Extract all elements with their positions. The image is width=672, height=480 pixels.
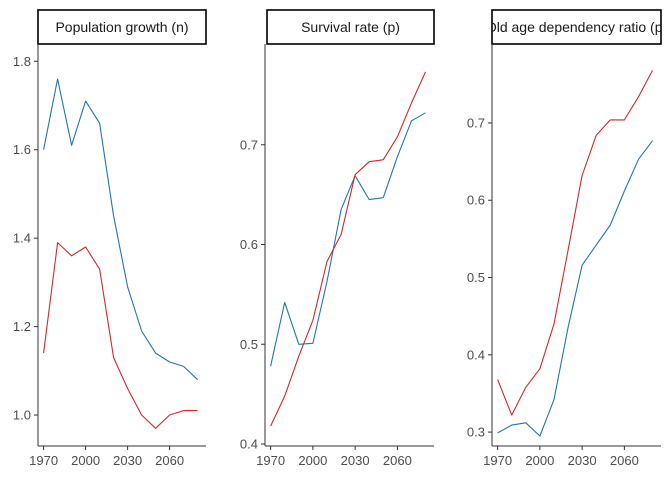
x-tick-label: 2000 <box>298 453 327 468</box>
x-tick-label: 2000 <box>525 453 554 468</box>
panel-title: Survival rate (p) <box>301 19 400 35</box>
strip-box <box>491 9 662 45</box>
panel-title: Population growth (n) <box>55 19 188 35</box>
x-tick-label: 1970 <box>483 453 512 468</box>
x-tick-label: 2030 <box>568 453 597 468</box>
x-tick-label: 2060 <box>383 453 412 468</box>
panel-old-age-dependency-ratio: Old age dependency ratio (p) 0.3 0.4 0.5 0.6… <box>467 9 667 468</box>
y-tick-label: 1.0 <box>13 408 31 423</box>
x-tick-label: 2030 <box>341 453 370 468</box>
series-line-blue <box>43 78 198 381</box>
y-tick-label: 0.7 <box>240 137 258 152</box>
y-tick-label: 0.4 <box>240 437 258 452</box>
series-line-red <box>270 71 427 427</box>
series-line-blue <box>497 140 653 437</box>
y-tick-label: 1.4 <box>13 231 31 246</box>
panel-survival-rate: Survival rate (p) 0.4 0.5 0.6 0.7 1970 2000 203… <box>240 9 435 468</box>
y-tick-label: 0.5 <box>467 270 485 285</box>
y-tick-label: 1.8 <box>13 54 31 69</box>
y-tick-label: 0.7 <box>467 115 485 130</box>
x-tick-label: 2000 <box>71 453 100 468</box>
y-tick-label: 0.6 <box>467 193 485 208</box>
strip-box <box>37 9 207 45</box>
y-tick-label: 0.6 <box>240 237 258 252</box>
y-tick-label: 1.6 <box>13 142 31 157</box>
strip-box <box>266 9 435 45</box>
y-tick-label: 0.5 <box>240 337 258 352</box>
panel-title: Old age dependency ratio (p) <box>486 19 667 35</box>
series-line-blue <box>270 112 426 367</box>
x-tick-label: 2060 <box>610 453 639 468</box>
series-line-red <box>43 242 198 429</box>
y-tick-label: 0.3 <box>467 425 485 440</box>
panel-population-growth: Population growth (n) 1.0 1.2 1.4 1.6 1.8 1970… <box>13 9 207 468</box>
x-tick-label: 1970 <box>29 453 58 468</box>
x-tick-label: 2060 <box>155 453 184 468</box>
x-tick-label: 1970 <box>256 453 285 468</box>
series-line-red <box>497 70 653 416</box>
y-tick-label: 0.4 <box>467 347 485 362</box>
x-tick-label: 2030 <box>113 453 142 468</box>
y-tick-label: 1.2 <box>13 319 31 334</box>
